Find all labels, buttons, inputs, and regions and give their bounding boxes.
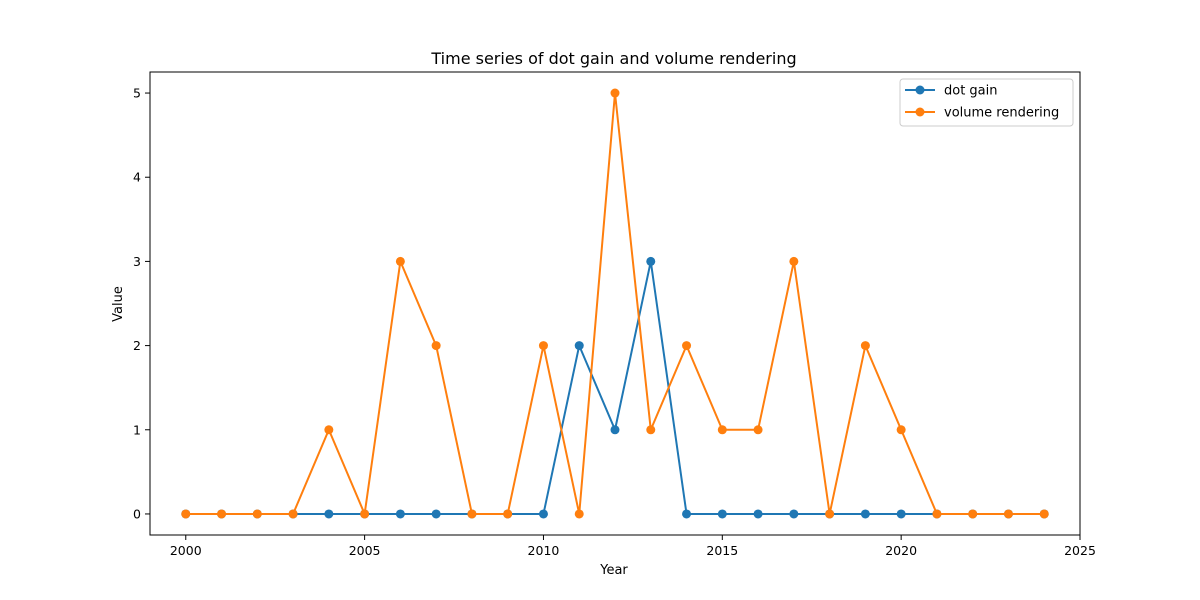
legend-marker bbox=[915, 107, 925, 117]
data-point bbox=[825, 509, 835, 519]
x-axis: 2000 2005 2010 2015 2020 2025 bbox=[170, 535, 1096, 558]
data-point bbox=[932, 509, 942, 519]
data-point bbox=[753, 425, 763, 435]
x-tick-label: 2010 bbox=[528, 543, 560, 558]
x-tick-label: 2020 bbox=[885, 543, 917, 558]
y-tick-label: 2 bbox=[133, 338, 141, 353]
data-point bbox=[753, 509, 763, 519]
data-point bbox=[324, 425, 334, 435]
legend-item: volume rendering bbox=[905, 106, 1059, 121]
data-point bbox=[360, 509, 370, 519]
data-point bbox=[431, 341, 441, 351]
y-axis: 0 1 2 3 4 5 bbox=[133, 86, 150, 521]
data-point bbox=[538, 341, 548, 351]
series-line bbox=[185, 260, 1045, 515]
x-tick-label: 2015 bbox=[706, 543, 738, 558]
chart-title: Time series of dot gain and volume rende… bbox=[430, 49, 796, 68]
y-tick-label: 1 bbox=[133, 422, 141, 437]
legend-marker bbox=[915, 85, 925, 95]
data-point bbox=[968, 509, 978, 519]
data-point bbox=[860, 341, 870, 351]
data-point bbox=[288, 509, 298, 519]
data-point bbox=[538, 509, 548, 519]
data-point bbox=[431, 509, 441, 519]
x-axis-title: Year bbox=[599, 563, 628, 578]
data-point bbox=[574, 509, 584, 519]
data-point bbox=[896, 509, 906, 519]
data-point bbox=[682, 509, 692, 519]
series-dot-gain bbox=[181, 256, 1049, 519]
data-point bbox=[610, 425, 620, 435]
data-point bbox=[860, 509, 870, 519]
data-point bbox=[395, 256, 405, 266]
y-axis-title: Value bbox=[111, 286, 126, 322]
data-point bbox=[574, 341, 584, 351]
legend-box bbox=[899, 78, 1074, 127]
y-tick-label: 4 bbox=[133, 170, 141, 185]
data-point bbox=[1039, 509, 1049, 519]
legend-label: dot gain bbox=[944, 84, 998, 99]
series-layer bbox=[181, 88, 1049, 519]
data-point bbox=[646, 256, 656, 266]
series-volume-rendering bbox=[181, 88, 1049, 519]
y-tick-label: 0 bbox=[133, 506, 141, 521]
data-point bbox=[181, 509, 191, 519]
y-tick-label: 3 bbox=[133, 254, 141, 269]
data-point bbox=[896, 425, 906, 435]
data-point bbox=[217, 509, 227, 519]
data-point bbox=[789, 509, 799, 519]
legend-item: dot gain bbox=[905, 84, 998, 99]
x-tick-label: 2000 bbox=[170, 543, 202, 558]
data-point bbox=[646, 425, 656, 435]
data-point bbox=[717, 509, 727, 519]
data-point bbox=[717, 425, 727, 435]
data-point bbox=[1003, 509, 1013, 519]
data-point bbox=[682, 341, 692, 351]
legend-label: volume rendering bbox=[944, 106, 1059, 121]
data-point bbox=[467, 509, 477, 519]
data-point bbox=[252, 509, 262, 519]
data-point bbox=[789, 256, 799, 266]
legend: dot gain volume rendering bbox=[899, 78, 1074, 127]
data-point bbox=[324, 509, 334, 519]
data-point bbox=[610, 88, 620, 98]
data-point bbox=[503, 509, 513, 519]
plot-area bbox=[149, 71, 1081, 536]
series-line bbox=[185, 92, 1045, 515]
data-point bbox=[395, 509, 405, 519]
x-tick-label: 2005 bbox=[349, 543, 381, 558]
y-tick-label: 5 bbox=[133, 86, 141, 101]
x-tick-label: 2025 bbox=[1064, 543, 1096, 558]
